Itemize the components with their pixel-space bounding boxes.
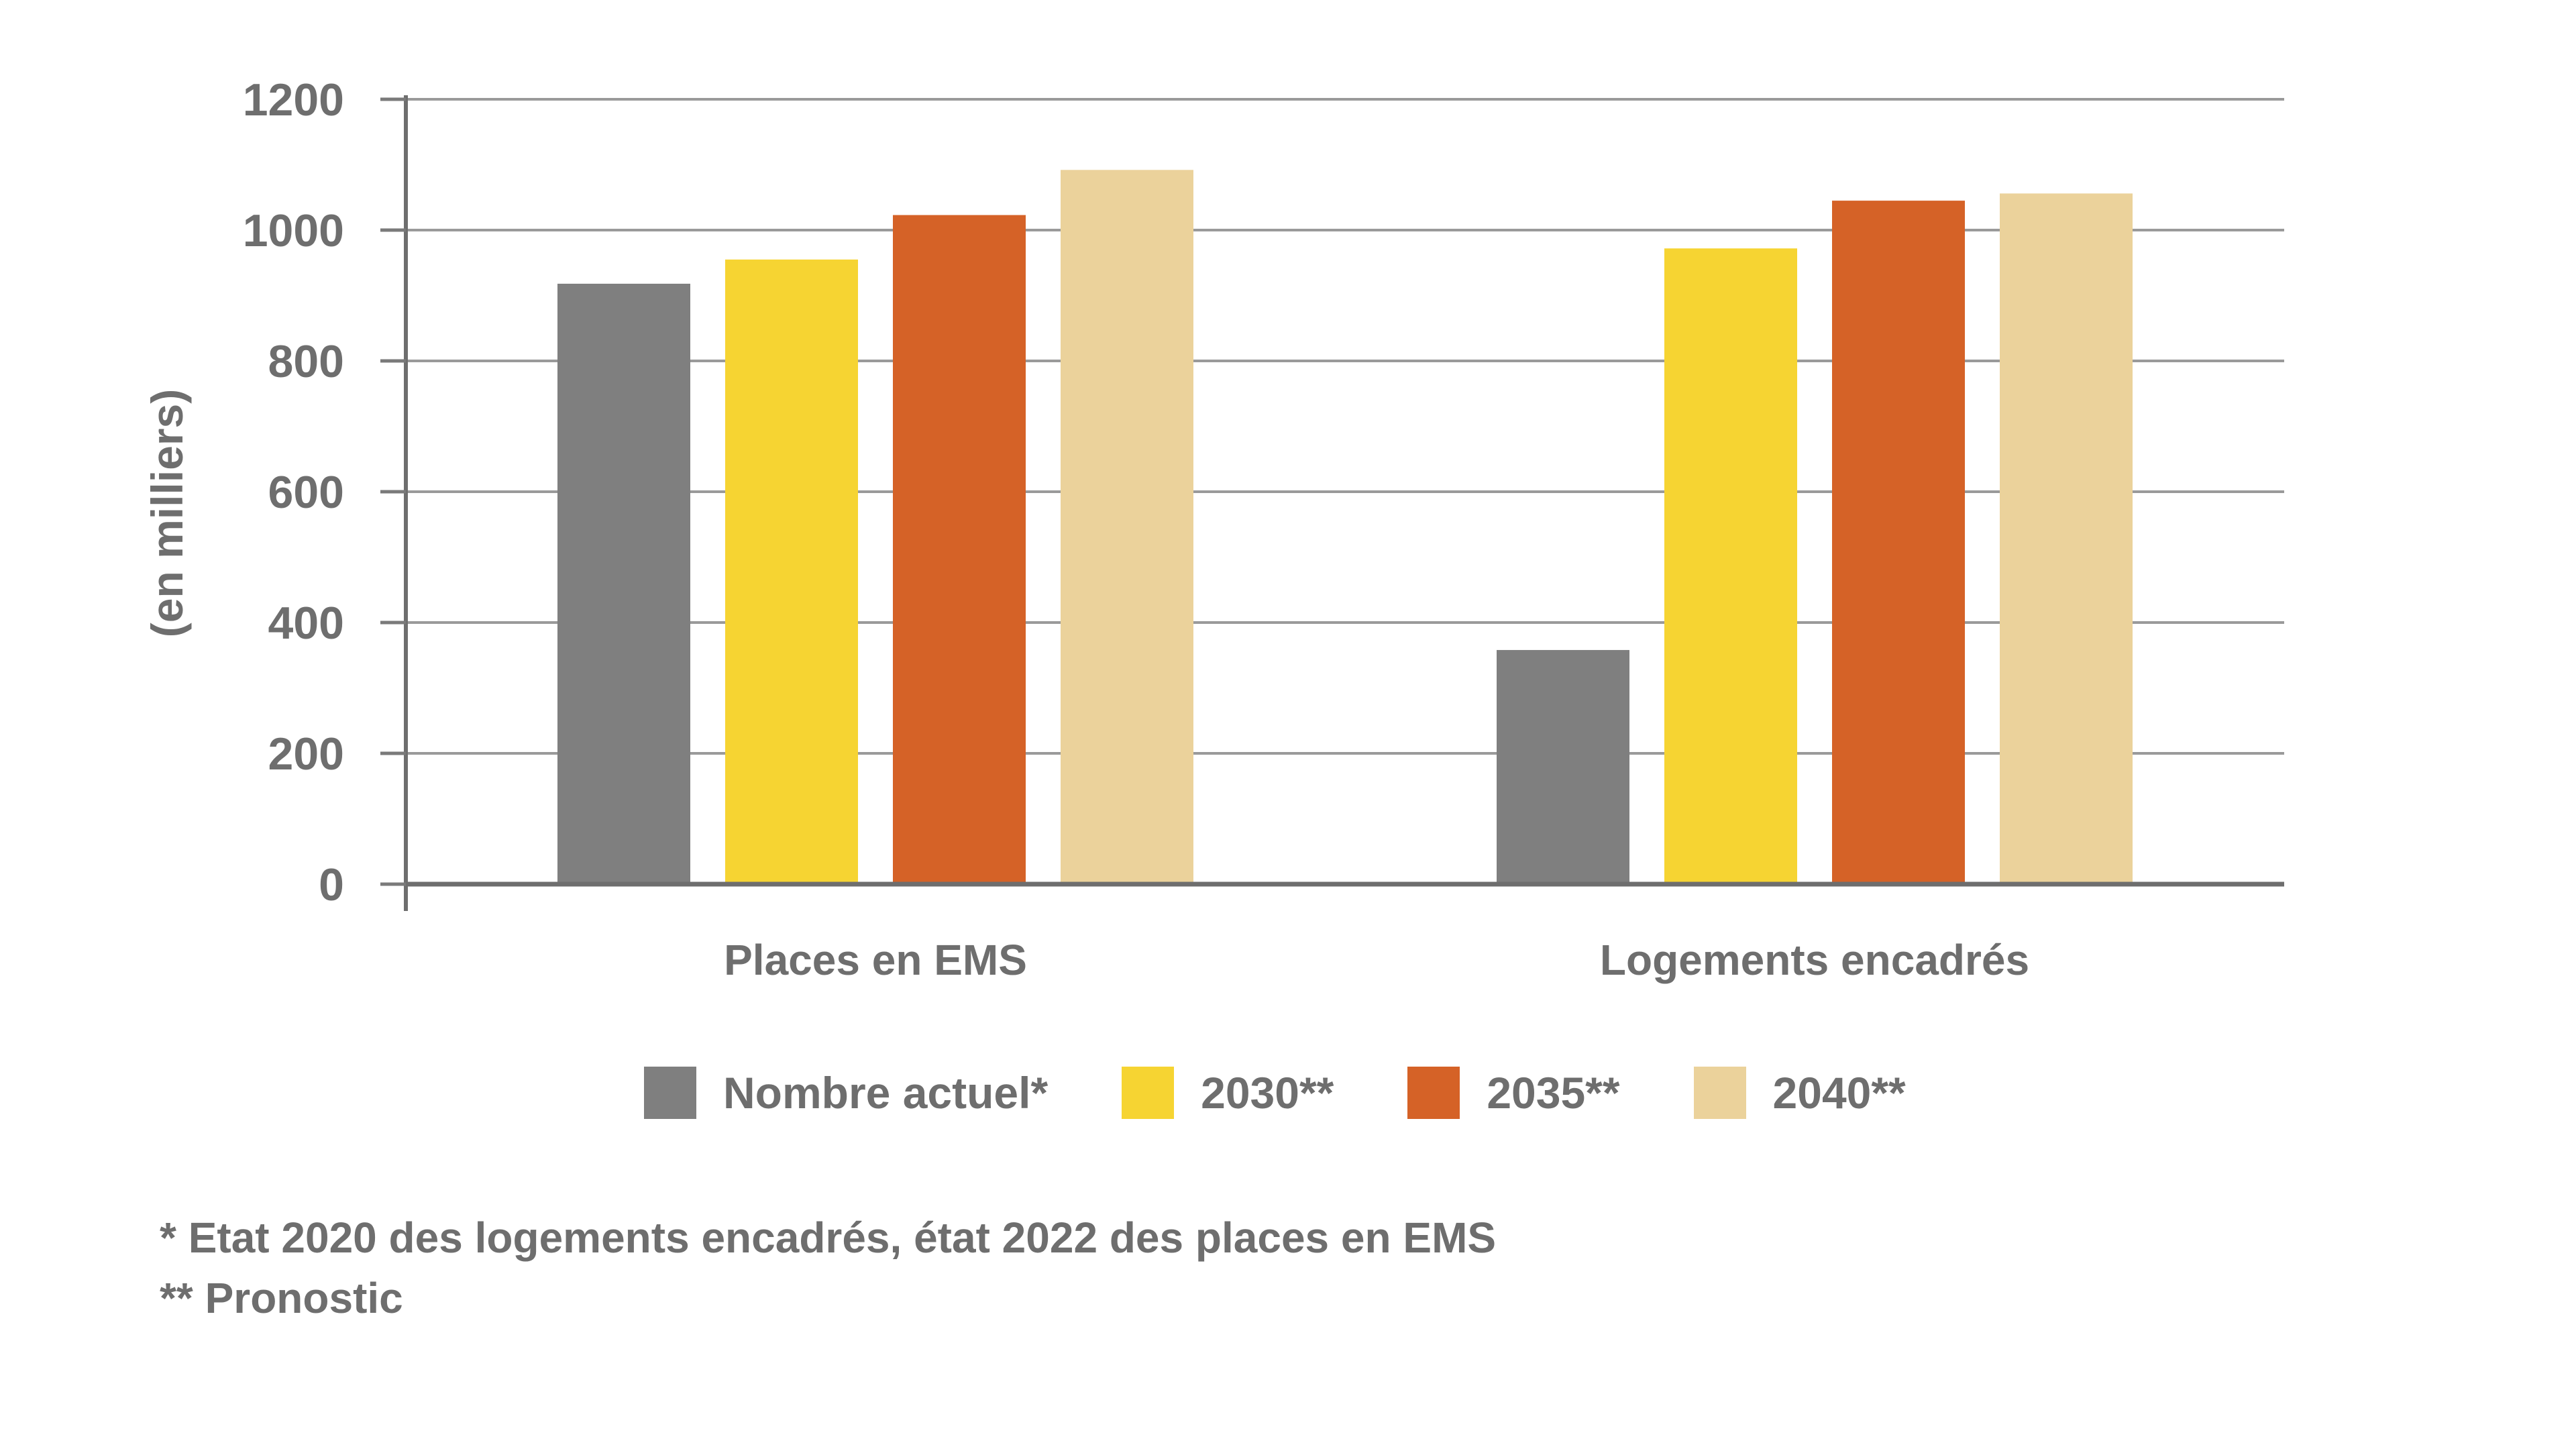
footnotes: * Etat 2020 des logements encadrés, état… bbox=[160, 1208, 1496, 1328]
y-tick-label: 1000 bbox=[243, 205, 344, 256]
y-tick-label: 200 bbox=[268, 729, 344, 780]
legend-label-2030: 2030** bbox=[1201, 1068, 1334, 1118]
y-tick-label: 400 bbox=[268, 598, 344, 649]
y-tick-label: 0 bbox=[319, 859, 344, 910]
y-axis-title: (en milliers) bbox=[142, 389, 192, 637]
y-tick-label: 800 bbox=[268, 336, 344, 387]
legend-swatch-2035 bbox=[1407, 1067, 1460, 1119]
bar-current-2 bbox=[1497, 649, 1629, 884]
legend-label-2040: 2040** bbox=[1772, 1068, 1906, 1118]
bar-current-1 bbox=[557, 283, 690, 884]
legend-swatch-2030 bbox=[1122, 1067, 1175, 1119]
bar-2040-2 bbox=[2000, 193, 2133, 884]
gridlines bbox=[406, 98, 2284, 755]
bar-2035-2 bbox=[1832, 201, 1965, 884]
legend: Nombre actuel* 2030** 2035** 2040** bbox=[644, 1067, 1980, 1119]
footnote-forecast: ** Pronostic bbox=[160, 1274, 403, 1322]
x-category-label: Logements encadrés bbox=[1600, 936, 2029, 984]
legend-item-2030: 2030** bbox=[1122, 1067, 1334, 1119]
bars bbox=[557, 170, 2133, 884]
x-category-labels: Places en EMS Logements encadrés bbox=[724, 936, 2029, 984]
legend-item-2040: 2040** bbox=[1693, 1067, 1906, 1119]
legend-swatch-current bbox=[644, 1067, 696, 1119]
bar-2030-2 bbox=[1664, 248, 1797, 884]
legend-item-2035: 2035** bbox=[1407, 1067, 1620, 1119]
y-tick-labels: 0 200 400 600 800 1000 1200 bbox=[243, 74, 406, 910]
legend-item-current: Nombre actuel* bbox=[644, 1067, 1048, 1119]
bar-2040-1 bbox=[1061, 170, 1193, 884]
legend-label-current: Nombre actuel* bbox=[723, 1068, 1049, 1118]
bar-2030-1 bbox=[725, 259, 858, 884]
legend-swatch-2040 bbox=[1693, 1067, 1746, 1119]
footnote-current-state: * Etat 2020 des logements encadrés, état… bbox=[160, 1214, 1497, 1262]
legend-label-2035: 2035** bbox=[1487, 1068, 1620, 1118]
x-category-label: Places en EMS bbox=[724, 936, 1027, 984]
y-tick-label: 1200 bbox=[243, 74, 344, 125]
y-tick-label: 600 bbox=[268, 467, 344, 518]
bar-2035-1 bbox=[893, 215, 1026, 884]
